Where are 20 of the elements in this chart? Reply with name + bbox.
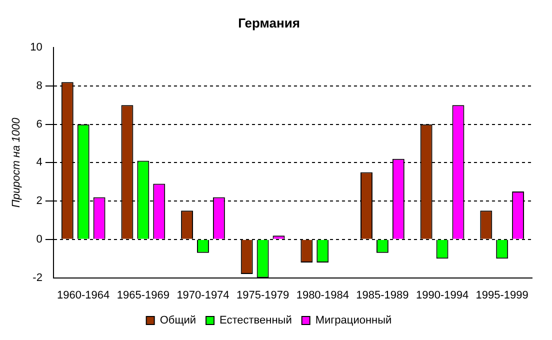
x-tick-label: 1960-1964 [57, 289, 110, 302]
y-tick-label: 10 [30, 42, 42, 54]
y-tick-label: 2 [36, 195, 42, 208]
y-tick-label: 8 [36, 80, 42, 92]
y-tick-label: 6 [36, 118, 42, 130]
x-tick-label: 1985-1989 [356, 289, 409, 302]
x-tick-label: 1980-1984 [296, 289, 349, 302]
x-tick-label: 1970-1974 [176, 289, 230, 302]
x-tick-label: 1965-1969 [116, 289, 170, 302]
legend-label: Миграционный [315, 314, 392, 327]
y-tick-label: 0 [36, 233, 42, 246]
x-tick-label: 1990-1994 [416, 289, 469, 302]
y-axis-title: Прирост на 1000 [10, 116, 23, 208]
y-tick-label: -2 [32, 272, 42, 284]
x-tick-label: 1995-1999 [476, 289, 528, 302]
chart-title: Германия [238, 15, 300, 30]
legend-label: Естественный [220, 314, 292, 327]
y-tick-label: 4 [36, 156, 42, 169]
x-tick-label: 1975-1979 [236, 289, 290, 302]
legend-label: Общий [160, 314, 196, 327]
